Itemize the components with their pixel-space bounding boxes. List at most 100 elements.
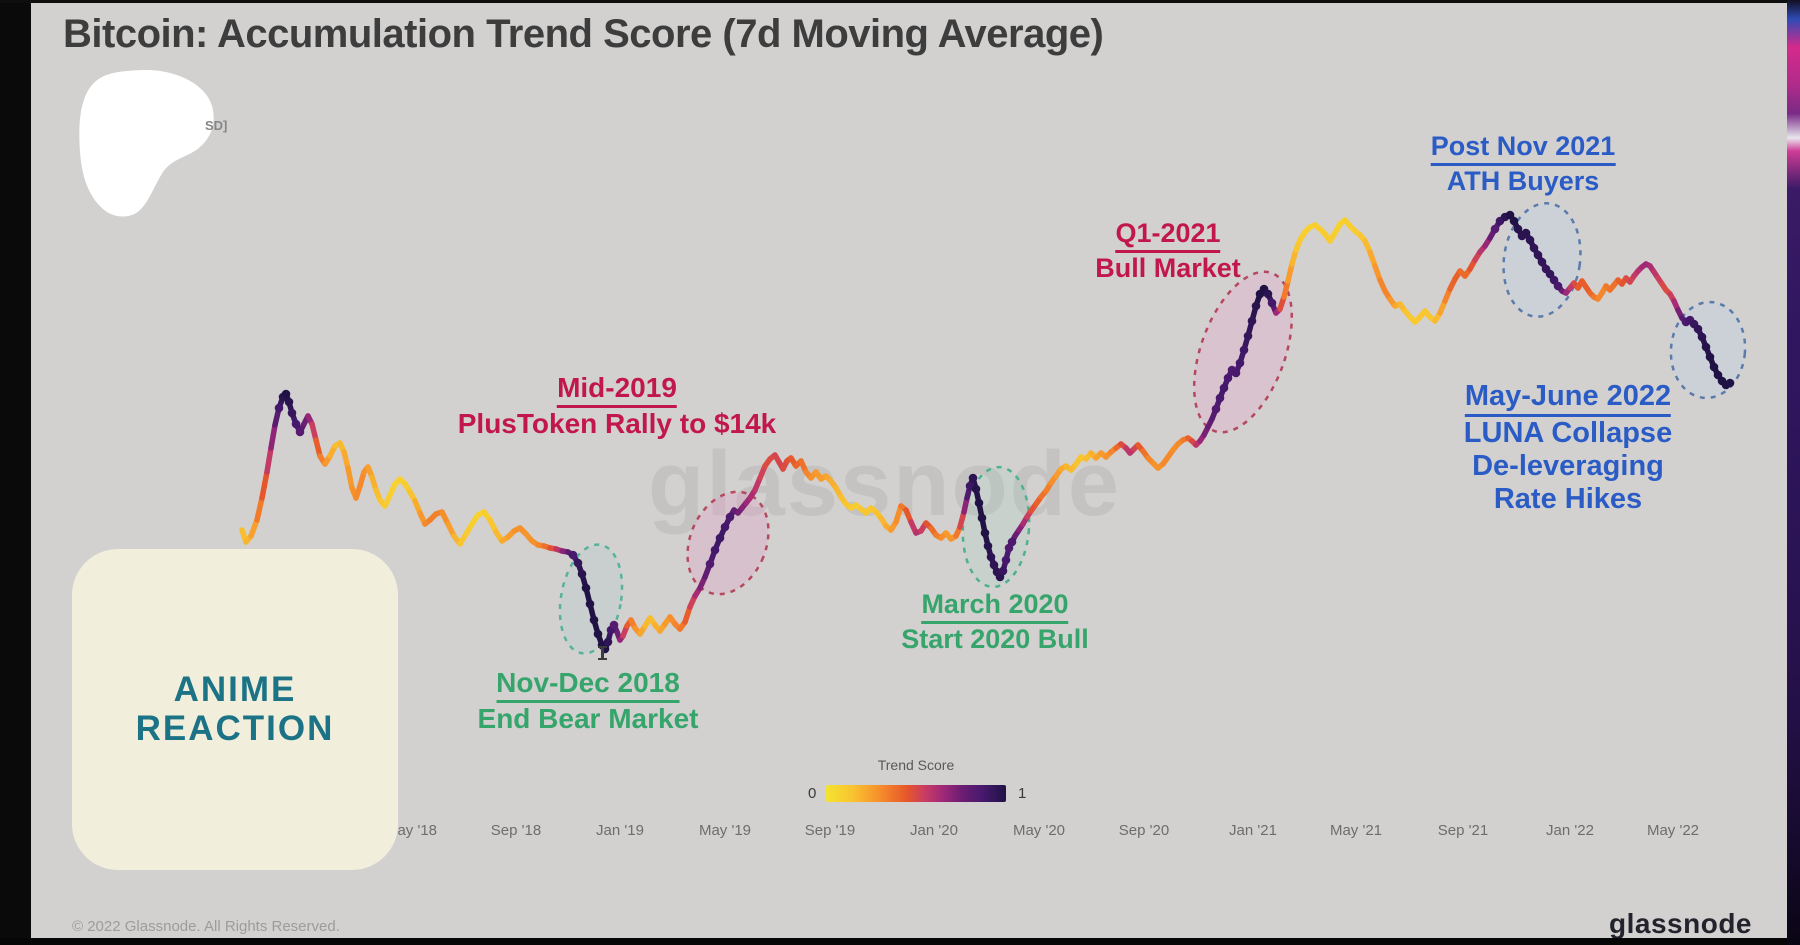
annotation-line: ATH Buyers	[1446, 165, 1600, 196]
trend-line-dot	[581, 583, 591, 593]
trend-line-dot	[720, 522, 730, 532]
trend-line-dot	[974, 498, 984, 508]
trend-line-dot	[1693, 324, 1703, 334]
trend-line-dot	[1553, 281, 1563, 291]
annotation-line: Q1-2021	[1095, 218, 1241, 253]
annotation-post-nov-2021: Post Nov 2021 ATH Buyers	[1430, 131, 1616, 197]
legend-min-label: 0	[808, 785, 817, 802]
trend-line-dot	[295, 427, 305, 437]
trend-line-dot	[1007, 537, 1017, 547]
trend-line-dot	[1239, 345, 1249, 355]
x-axis-tick-label: May '19	[698, 822, 752, 839]
trend-line-dot	[287, 408, 297, 418]
annotation-line: LUNA Collapse	[1463, 417, 1673, 450]
annotation-march-2020: March 2020 Start 2020 Bull	[901, 589, 1089, 655]
trend-line-dot	[983, 541, 993, 551]
annotation-title: Nov-Dec 2018	[496, 667, 680, 703]
trend-line-dot	[593, 629, 603, 639]
x-axis-tick-label: Jan '20	[910, 822, 958, 839]
annotation-line: Mid-2019	[458, 372, 777, 408]
annotation-line: PlusToken Rally to $14k	[457, 407, 777, 439]
trend-line-dot	[1705, 352, 1715, 362]
trend-line-dot	[281, 389, 291, 399]
annotation-may-june-2022: May-June 2022 LUNA Collapse De-leveraging R…	[1464, 380, 1672, 516]
annotation-title: Q1-2021	[1115, 218, 1221, 253]
annotation-line: March 2020	[901, 589, 1089, 624]
trend-line-dot	[1725, 378, 1735, 388]
trend-line-dot	[589, 615, 599, 625]
price-axis-label-partial: SD]	[205, 118, 228, 133]
trend-line-dot	[1513, 224, 1523, 234]
trend-line-dot	[1525, 235, 1535, 245]
trend-line-dot	[284, 397, 294, 407]
annotation-title: May-June 2022	[1464, 380, 1672, 418]
trend-line-dot	[1490, 224, 1500, 234]
annotation-q1-2021: Q1-2021 Bull Market	[1095, 218, 1241, 284]
x-axis-tick-label: Jan '19	[596, 822, 644, 839]
highlight-ellipse	[686, 490, 770, 596]
trend-line-dot	[573, 558, 583, 568]
trend-line-dot	[1697, 332, 1707, 342]
annotation-line: Nov-Dec 2018	[478, 667, 699, 703]
annotation-line: Rate Hikes	[1493, 483, 1643, 516]
annotation-nov-dec-2018: Nov-Dec 2018 End Bear Market	[478, 667, 699, 735]
trend-line-dot	[1223, 373, 1233, 383]
legend-title: Trend Score	[877, 757, 955, 773]
glassnode-logo: glassnode	[1609, 908, 1752, 939]
legend-max-label: 1	[1018, 785, 1027, 802]
trend-line-dot	[998, 566, 1008, 576]
trend-line-dot	[705, 559, 715, 569]
anime-reaction-line1: ANIME	[173, 670, 297, 709]
trend-line-segment	[268, 422, 278, 451]
trend-line-dot	[710, 545, 720, 555]
trend-line-dot	[1211, 404, 1221, 414]
trend-line-dot	[1001, 555, 1011, 565]
trend-line-dot	[1263, 289, 1273, 299]
annotation-title: Post Nov 2021	[1430, 131, 1616, 166]
x-axis-tick-label: May '20	[1012, 822, 1066, 839]
trend-line-dot	[1231, 368, 1241, 378]
annotation-line: De-leveraging	[1472, 450, 1664, 483]
trend-line-segment	[248, 517, 260, 539]
trend-line-dot	[1219, 383, 1229, 393]
trend-line-dot	[291, 419, 301, 429]
annotation-line: End Bear Market	[477, 702, 699, 734]
x-axis-tick-label: Jan '21	[1229, 822, 1277, 839]
anime-reaction-card: ANIME REACTION	[72, 549, 398, 870]
trend-line-dot	[1251, 301, 1261, 311]
x-axis-tick-label: Sep '20	[1118, 822, 1170, 839]
anime-reaction-line2: REACTION	[135, 708, 335, 748]
trend-line-segment	[264, 445, 274, 475]
x-axis-tick-label: Sep '19	[804, 822, 856, 839]
x-axis-tick-label: Sep '21	[1437, 822, 1489, 839]
annotation-title: Mid-2019	[557, 372, 677, 408]
annotation-title: March 2020	[921, 589, 1069, 624]
chart-title: Bitcoin: Accumulation Trend Score (7d Mo…	[63, 12, 1104, 56]
trend-line-segment	[259, 469, 270, 501]
x-axis-tick-label: May '22	[1646, 822, 1700, 839]
trend-line-dot	[274, 403, 284, 413]
x-axis-tick-label: Jan '22	[1546, 822, 1594, 839]
trend-line-dot	[568, 550, 578, 560]
trend-line-dot	[980, 528, 990, 538]
annotation-line: Start 2020 Bull	[901, 623, 1089, 654]
trend-line-dot	[1267, 298, 1277, 308]
trend-line-dot	[1701, 342, 1711, 352]
trend-line-dot	[1235, 358, 1245, 368]
annotation-line: May-June 2022	[1464, 380, 1672, 418]
annotation-line: Post Nov 2021	[1430, 131, 1616, 166]
trend-line-dot	[609, 620, 619, 630]
trend-line-dot	[1509, 216, 1519, 226]
annotation-line: Bull Market	[1095, 252, 1241, 283]
trend-line-dot	[1537, 257, 1547, 267]
legend-gradient-bar	[826, 785, 1006, 802]
trend-line-dot	[1533, 250, 1543, 260]
video-edge-strip	[1787, 0, 1800, 945]
x-axis-tick-label: May '18	[384, 822, 438, 839]
trend-line-dot	[1529, 243, 1539, 253]
letterbox-bottom	[0, 938, 1800, 945]
x-axis-tick-label: Sep '18	[490, 822, 542, 839]
trend-line-segment	[254, 495, 265, 523]
